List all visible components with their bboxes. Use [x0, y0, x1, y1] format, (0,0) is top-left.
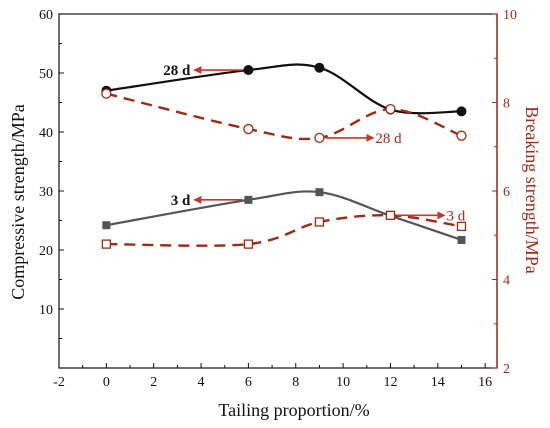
y-left-tick-label: 50 [39, 67, 53, 82]
data-point [315, 188, 324, 197]
x-axis-title: Tailing proportion/% [218, 400, 369, 420]
series-line-2 [106, 92, 462, 141]
data-point [456, 106, 467, 117]
x-tick-label: 16 [478, 375, 492, 390]
y-left-tick-label: 20 [39, 244, 53, 259]
x-tick-label: 10 [336, 375, 350, 390]
y-right-tick-label: 4 [503, 274, 510, 289]
x-tick-label: 6 [245, 375, 252, 390]
data-point [243, 65, 254, 76]
data-point [385, 210, 396, 220]
data-point [101, 88, 112, 99]
annotations-layer: 28 d 3 d 28 d 3 d [163, 63, 465, 224]
annotation-label: 3 d [171, 193, 191, 209]
x-tick-label: 12 [383, 375, 397, 390]
data-point [314, 132, 325, 144]
y-right-tick-label: 8 [503, 97, 510, 112]
series-line-1 [106, 190, 462, 242]
y-axis-title-left: Compressive strength/MPa [8, 104, 28, 300]
x-tick-label: -2 [53, 375, 65, 390]
series-line-3 [106, 214, 462, 247]
y-left-tick-label: 30 [39, 185, 53, 200]
y-right-tick-label: 6 [503, 185, 510, 200]
y-right-tick-label: 10 [503, 8, 517, 23]
data-point [314, 217, 325, 227]
annotation-label: 28 d [163, 63, 191, 79]
data-point [456, 221, 467, 232]
data-point [385, 103, 396, 115]
data-point [243, 123, 254, 135]
annotation-label: 28 d [375, 131, 402, 147]
series-line-0 [106, 63, 462, 115]
data-point [244, 195, 253, 204]
data-point [314, 62, 325, 73]
axis-labels-layer: Tailing proportion/% Compressive strengt… [8, 104, 542, 420]
x-tick-label: 4 [198, 375, 205, 390]
data-point [457, 235, 466, 244]
x-tick-label: 0 [103, 375, 110, 390]
data-point [456, 130, 467, 141]
axes-layer: -2 0 2 4 6 8 10 12 14 16 10 20 30 40 50 60 2 4 6 8 10 [39, 8, 517, 390]
y-right-tick-label: 2 [503, 362, 510, 377]
data-point [101, 239, 112, 249]
y-left-tick-label: 10 [39, 303, 53, 318]
x-tick-label: 2 [150, 375, 157, 390]
data-point [102, 221, 111, 230]
y-axis-title-right: Breaking strength/MPa [522, 106, 542, 273]
x-tick-label: 14 [431, 375, 445, 390]
x-tick-label: 8 [292, 375, 299, 390]
data-point [243, 239, 254, 249]
y-left-tick-label: 40 [39, 126, 53, 141]
y-left-tick-label: 60 [39, 8, 53, 23]
series-layer [101, 62, 467, 249]
annotation-label: 3 d [446, 208, 465, 224]
